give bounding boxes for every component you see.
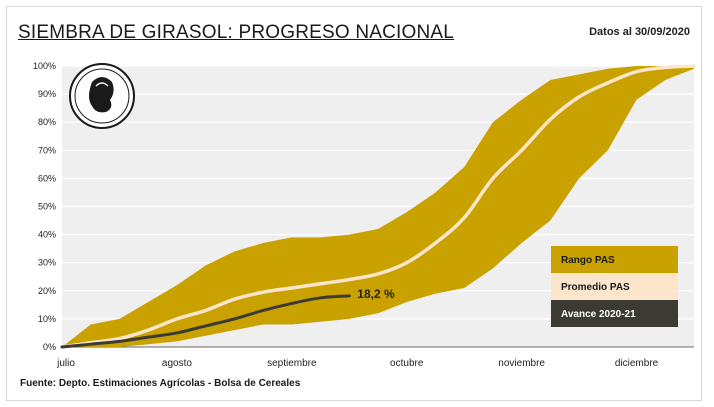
x-axis: julio agosto septiembre octubre noviembre dic… [56,358,659,369]
legend: Rango PAS Promedio PAS Avance 2020-21 [551,246,678,327]
y-tick-label: 70% [38,145,56,155]
x-tick-label: octubre [390,358,424,369]
x-tick-label: diciembre [615,358,659,369]
y-tick-label: 100% [33,61,56,71]
x-tick-label: noviembre [498,358,545,369]
legend-range-label: Rango PAS [561,255,615,266]
y-tick-label: 20% [38,286,56,296]
y-tick-label: 80% [38,117,56,127]
legend-range-swatch [551,246,678,273]
legend-current-swatch [551,300,678,327]
legend-average-swatch [551,273,678,300]
legend-current-label: Avance 2020-21 [561,309,636,320]
source-footer: Fuente: Depto. Estimaciones Agrícolas - … [20,378,301,389]
progress-annotation: 18,2 % [357,287,395,301]
data-date: Datos al 30/09/2020 [589,26,690,38]
x-tick-label: septiembre [267,358,317,369]
y-tick-label: 90% [38,89,56,99]
average-line [60,64,696,349]
bolsa-cereales-logo [69,63,135,129]
y-tick-label: 30% [38,258,56,268]
x-tick-label: agosto [162,358,192,369]
y-tick-label: 10% [38,314,56,324]
y-tick-label: 60% [38,173,56,183]
y-axis: 0% 10% 20% 30% 40% 50% 60% 70% 80% 90% 100% [33,61,56,352]
current-progress-line [60,294,351,349]
chart-title: SIEMBRA DE GIRASOL: PROGRESO NACIONAL [18,22,455,43]
legend-average-label: Promedio PAS [561,282,630,293]
x-tick-label: julio [56,358,75,369]
y-tick-label: 50% [38,202,56,212]
y-tick-label: 0% [43,342,56,352]
y-tick-label: 40% [38,230,56,240]
